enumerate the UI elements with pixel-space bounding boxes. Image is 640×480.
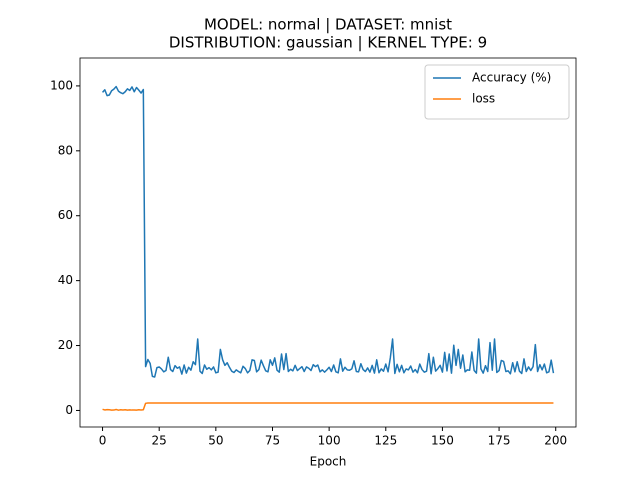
y-tick-label: 20: [58, 338, 73, 352]
x-tick-label: 200: [544, 434, 567, 448]
chart-subtitle: DISTRIBUTION: gaussian | KERNEL TYPE: 9: [169, 34, 487, 52]
data-line: [101, 85, 555, 378]
x-tick-label: 100: [318, 434, 341, 448]
x-tick-label: 0: [99, 434, 107, 448]
x-tick-label: 25: [152, 434, 167, 448]
legend-label: loss: [472, 92, 495, 106]
y-tick-label: 0: [65, 403, 73, 417]
data-line: [102, 402, 554, 411]
y-tick-label: 100: [50, 78, 73, 92]
x-tick-label: 50: [208, 434, 223, 448]
x-tick-label: 150: [431, 434, 454, 448]
x-axis-label: Epoch: [310, 455, 347, 469]
y-tick-label: 40: [58, 273, 73, 287]
y-tick-label: 80: [58, 143, 73, 157]
x-tick-label: 175: [488, 434, 511, 448]
legend-label: Accuracy (%): [472, 71, 551, 85]
chart-title: MODEL: normal | DATASET: mnist: [204, 16, 452, 34]
x-tick-label: 75: [265, 434, 280, 448]
y-tick-label: 60: [58, 208, 73, 222]
plot-frame: [79, 57, 577, 428]
x-tick-label: 125: [374, 434, 397, 448]
